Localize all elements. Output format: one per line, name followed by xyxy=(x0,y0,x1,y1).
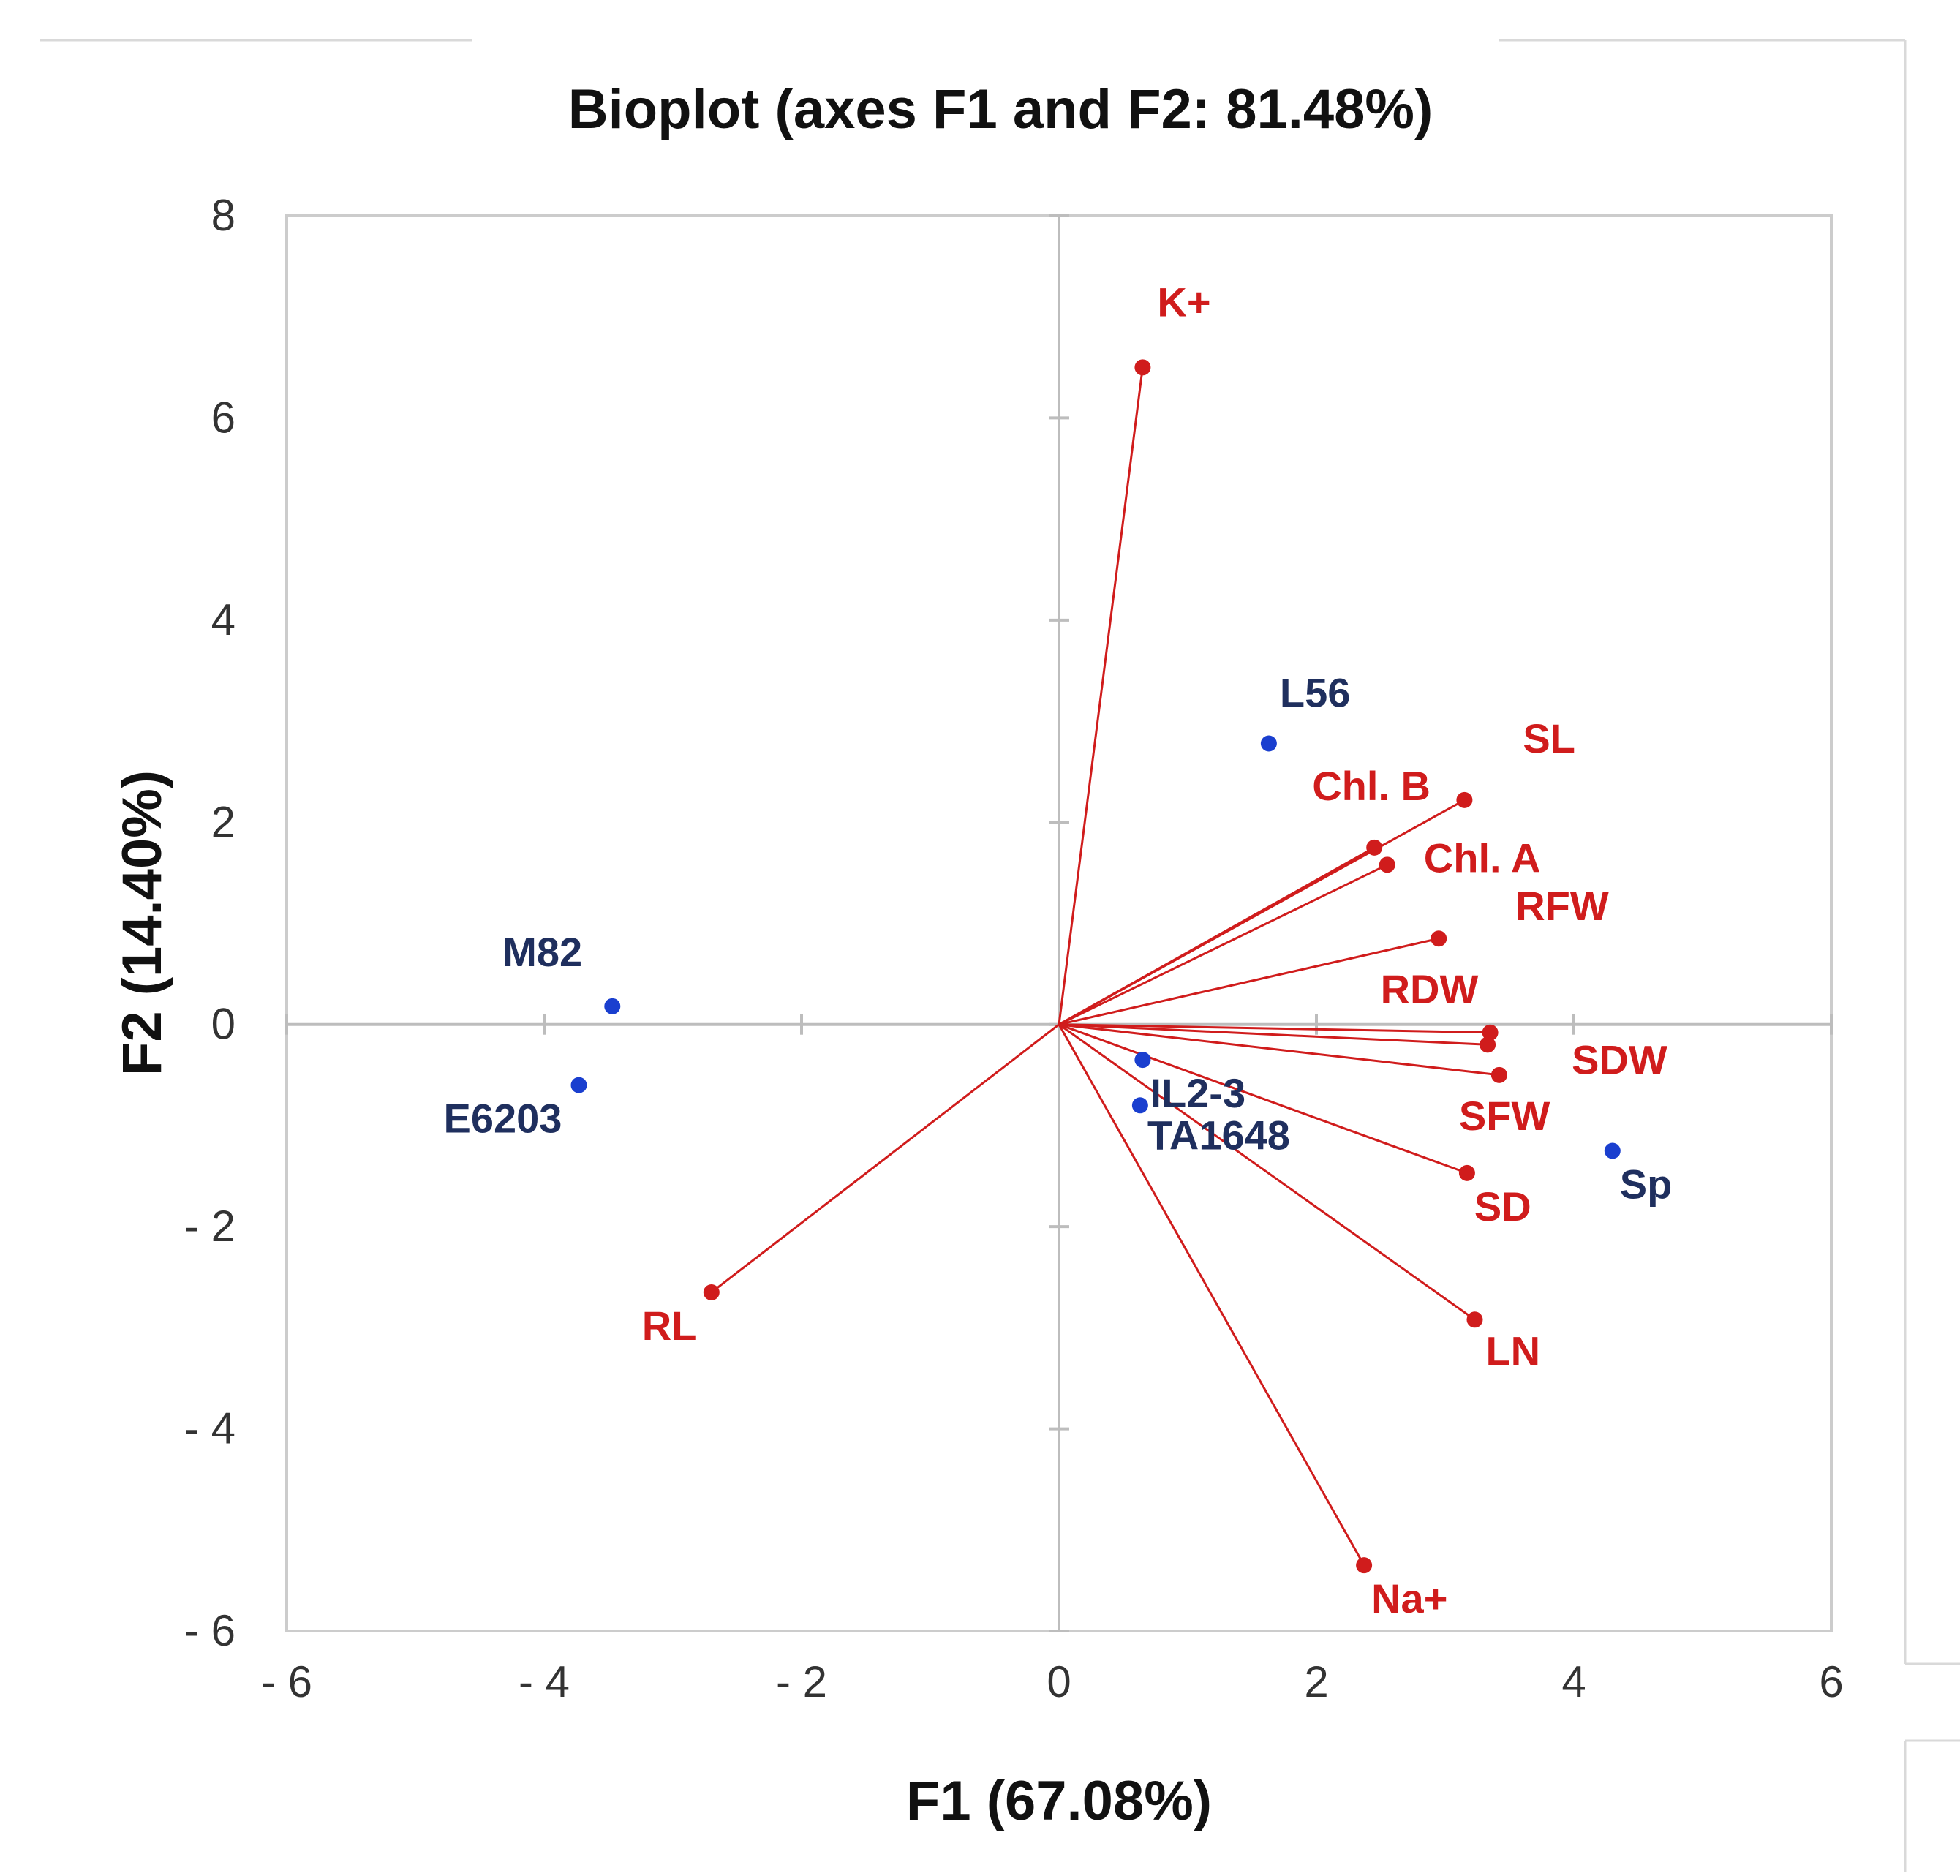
chart-title: Bioplot (axes F1 and F2: 81.48%) xyxy=(568,78,1433,140)
observation-label-m82: M82 xyxy=(502,929,582,975)
x-axis-title: F1 (67.08%) xyxy=(906,1770,1212,1832)
variable-point-sdw xyxy=(1480,1036,1496,1053)
variable-label-chl-a: Chl. A xyxy=(1424,835,1541,881)
observation-point-l56 xyxy=(1260,735,1277,752)
variable-point-chl-a xyxy=(1379,856,1395,873)
vector-chl-b xyxy=(1058,846,1375,1026)
variable-vectors xyxy=(703,359,1507,1574)
x-tick-label: 0 xyxy=(1047,1657,1071,1706)
vector-k xyxy=(1058,367,1144,1025)
variable-label-rfw: RFW xyxy=(1515,883,1609,929)
variable-label-sl: SL xyxy=(1523,715,1575,761)
y-tick-label: - 4 xyxy=(184,1404,235,1453)
variable-point-ln xyxy=(1466,1311,1483,1328)
axes-layer: - 6 - 4 - 2 0 2 4 6 8 - 6 - 4 - 2 0 2 4 6 xyxy=(184,191,1844,1706)
variable-label-sfw: SFW xyxy=(1459,1093,1550,1139)
observation-point-ta1648 xyxy=(1131,1097,1148,1114)
observation-label-ta1648: TA1648 xyxy=(1147,1112,1290,1158)
vector-rdw xyxy=(1058,1023,1490,1034)
vector-na xyxy=(1058,1023,1365,1566)
variable-point-sfw xyxy=(1490,1066,1507,1083)
y-tick-label: 0 xyxy=(211,1000,235,1049)
observation-label-e6203: E6203 xyxy=(444,1096,562,1142)
y-tick-label: - 2 xyxy=(184,1202,235,1251)
observation-points xyxy=(570,735,1621,1159)
vector-chl-a xyxy=(1058,863,1388,1026)
variable-point-rfw xyxy=(1431,930,1447,947)
variable-label-rdw: RDW xyxy=(1381,966,1479,1012)
variable-point-sl xyxy=(1456,791,1473,808)
vector-ln xyxy=(1058,1023,1476,1321)
x-tick-label: 4 xyxy=(1561,1657,1586,1706)
variable-point-chl-b xyxy=(1366,839,1383,856)
y-tick-label: - 6 xyxy=(184,1606,235,1655)
y-tick-label: 6 xyxy=(211,393,235,442)
x-tick-label: 6 xyxy=(1819,1657,1843,1706)
observation-point-sp xyxy=(1604,1142,1621,1159)
variable-label-k: K+ xyxy=(1157,279,1210,325)
variable-label-sd: SD xyxy=(1474,1183,1531,1229)
variable-label-na: Na+ xyxy=(1371,1575,1447,1621)
x-tick-label: 2 xyxy=(1304,1657,1328,1706)
observation-label-sp: Sp xyxy=(1620,1161,1673,1207)
observation-point-e6203 xyxy=(570,1077,587,1093)
y-tick-label: 4 xyxy=(211,595,235,644)
variable-label-sdw: SDW xyxy=(1572,1036,1667,1082)
observation-label-l56: L56 xyxy=(1280,669,1351,715)
vector-sd xyxy=(1058,1023,1468,1175)
variable-point-rdw xyxy=(1482,1024,1499,1041)
variable-point-sd xyxy=(1458,1164,1475,1181)
vector-rfw xyxy=(1058,937,1439,1026)
observation-label-il2-3: IL2-3 xyxy=(1150,1070,1245,1116)
y-tick-label: 2 xyxy=(211,797,235,846)
x-tick-label: - 4 xyxy=(519,1657,570,1706)
variable-label-chl-b: Chl. B xyxy=(1312,763,1431,809)
vector-sfw xyxy=(1058,1023,1500,1077)
vector-rl xyxy=(710,1023,1060,1294)
variable-point-k xyxy=(1134,359,1151,376)
variable-label-ln: LN xyxy=(1485,1327,1540,1374)
observation-point-il2-3 xyxy=(1134,1052,1151,1069)
x-tick-label: - 2 xyxy=(776,1657,827,1706)
variable-label-rl: RL xyxy=(642,1303,697,1349)
variable-point-na xyxy=(1356,1557,1373,1574)
observation-point-m82 xyxy=(604,998,621,1014)
y-tick-label: 8 xyxy=(211,191,235,240)
x-tick-label: - 6 xyxy=(261,1657,312,1706)
y-axis-title: F2 (14.40%) xyxy=(111,770,173,1076)
variable-point-rl xyxy=(703,1284,720,1300)
vector-sdw xyxy=(1058,1023,1488,1046)
